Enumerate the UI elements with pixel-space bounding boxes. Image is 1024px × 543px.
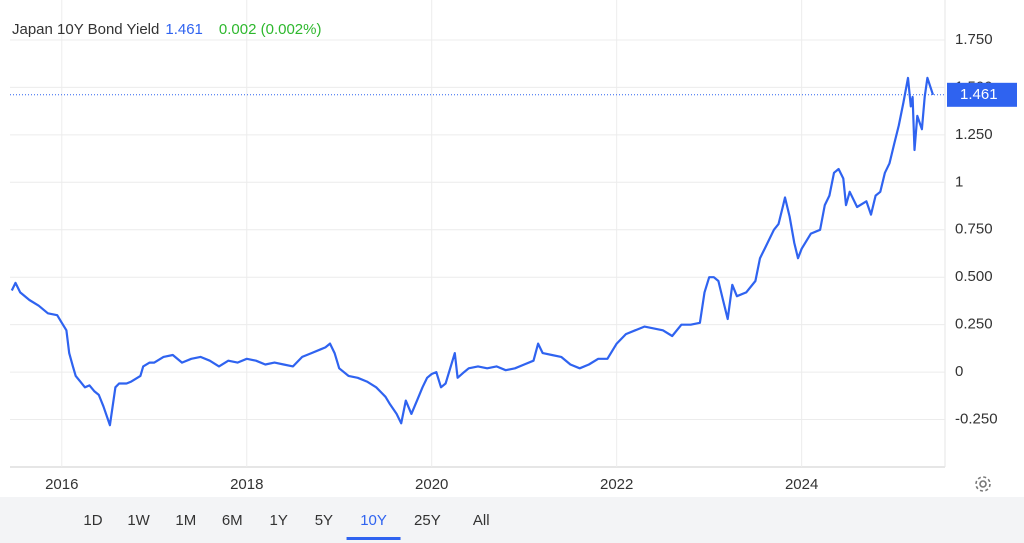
x-tick-label: 2024: [785, 476, 818, 493]
x-tick-label: 2020: [415, 476, 448, 493]
range-button[interactable]: 10Y: [360, 512, 387, 529]
title: Japan 10Y Bond Yield: [12, 21, 159, 38]
last-value-box: [947, 82, 1017, 107]
range-button[interactable]: All: [473, 512, 490, 529]
range-button[interactable]: 5Y: [315, 512, 333, 529]
range-bar: [0, 497, 1024, 543]
gear-icon[interactable]: [975, 476, 991, 492]
range-button[interactable]: 6M: [222, 512, 243, 529]
y-tick-label: 1.750: [955, 31, 993, 48]
header-change: 0.002 (0.002%): [219, 21, 322, 38]
range-button[interactable]: 1M: [175, 512, 196, 529]
last-value-label: 1.461: [960, 86, 998, 103]
x-tick-label: 2016: [45, 476, 78, 493]
header: Japan 10Y Bond Yield 1.461 0.002 (0.002%): [12, 21, 321, 38]
y-tick-label: 1: [955, 173, 963, 190]
y-tick-label: 0.750: [955, 221, 993, 238]
header-value: 1.461: [165, 21, 203, 38]
y-tick-label: 0.250: [955, 316, 993, 333]
range-button[interactable]: 1Y: [270, 512, 288, 529]
range-button[interactable]: 25Y: [414, 512, 441, 529]
price-line: [10, 76, 935, 427]
range-button[interactable]: 1D: [83, 512, 102, 529]
range-button[interactable]: 1W: [127, 512, 150, 529]
y-tick-label: 1.250: [955, 126, 993, 143]
y-tick-label: 0.500: [955, 268, 993, 285]
y-tick-label: 0: [955, 363, 963, 380]
x-tick-label: 2018: [230, 476, 263, 493]
selected-underline: [346, 537, 401, 540]
y-tick-label: -0.250: [955, 411, 998, 428]
x-tick-label: 2022: [600, 476, 633, 493]
